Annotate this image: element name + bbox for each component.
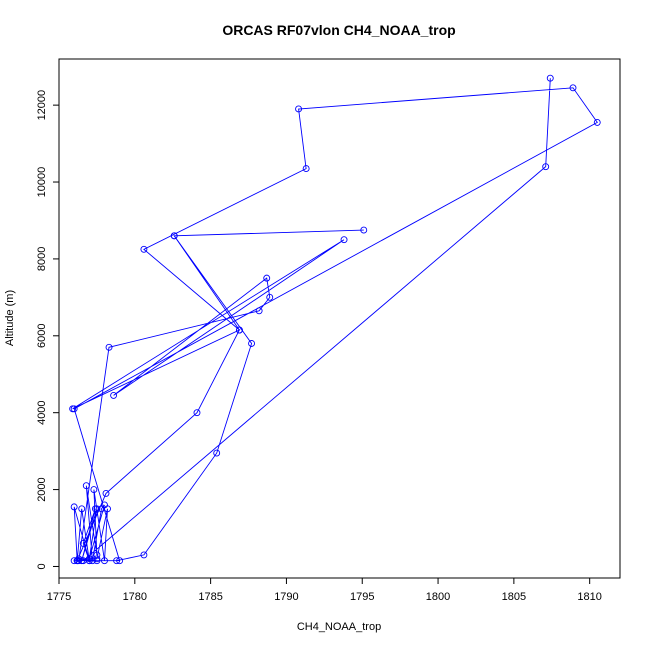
data-point bbox=[546, 74, 554, 82]
data-point bbox=[113, 557, 121, 565]
data-point bbox=[340, 236, 348, 244]
data-point bbox=[104, 505, 111, 513]
data-point bbox=[105, 343, 113, 351]
data-point bbox=[266, 293, 274, 301]
data-point bbox=[213, 449, 221, 457]
data-point bbox=[93, 505, 101, 513]
series-path bbox=[72, 78, 598, 562]
y-tick-label: 12000 bbox=[36, 90, 48, 121]
y-tick-label: 6000 bbox=[36, 324, 48, 348]
y-axis-label: Altitude (m) bbox=[4, 290, 16, 346]
data-point bbox=[170, 232, 178, 240]
x-tick-label: 1795 bbox=[350, 591, 374, 603]
data-point bbox=[360, 226, 368, 234]
data-point bbox=[235, 326, 243, 334]
x-tick-label: 1805 bbox=[502, 591, 526, 603]
data-point bbox=[70, 557, 78, 565]
data-point bbox=[70, 503, 78, 511]
y-tick-label: 2000 bbox=[36, 477, 48, 501]
chart-title: ORCAS RF07vlon CH4_NOAA_trop bbox=[222, 22, 455, 38]
data-point bbox=[90, 486, 98, 494]
data-point bbox=[75, 557, 83, 565]
data-point bbox=[569, 84, 577, 92]
data-point bbox=[248, 340, 256, 347]
y-tick-label: 10000 bbox=[36, 167, 48, 198]
data-point bbox=[593, 118, 601, 126]
y-axis: 0 2000 4000 6000 8000 10000 12000 bbox=[36, 90, 59, 570]
data-point bbox=[295, 105, 303, 113]
y-tick-label: 4000 bbox=[36, 400, 48, 424]
data-point bbox=[140, 551, 148, 559]
data-point bbox=[116, 557, 124, 565]
x-axis: 1775 1780 1785 1790 1795 1800 1805 1810 bbox=[47, 578, 602, 603]
data-point bbox=[101, 557, 108, 565]
data-point bbox=[140, 245, 148, 253]
data-point bbox=[69, 405, 77, 413]
data-point bbox=[93, 551, 101, 559]
x-tick-label: 1810 bbox=[577, 591, 601, 603]
y-tick-label: 8000 bbox=[36, 247, 48, 271]
series-line bbox=[72, 78, 598, 562]
x-tick-label: 1785 bbox=[198, 591, 222, 603]
data-point bbox=[542, 163, 550, 171]
data-point bbox=[88, 557, 96, 565]
data-point bbox=[79, 539, 87, 547]
x-axis-label: CH4_NOAA_trop bbox=[297, 621, 381, 633]
data-points bbox=[69, 74, 601, 565]
data-point bbox=[102, 489, 110, 497]
data-point bbox=[263, 274, 271, 282]
data-point bbox=[82, 482, 90, 490]
data-point bbox=[193, 409, 201, 417]
data-point bbox=[78, 505, 86, 513]
plot-frame bbox=[58, 58, 621, 579]
x-tick-label: 1800 bbox=[426, 591, 450, 603]
data-point bbox=[255, 307, 263, 315]
y-tick-label: 0 bbox=[36, 563, 48, 569]
data-point bbox=[302, 165, 310, 173]
data-point bbox=[93, 555, 101, 563]
data-point bbox=[79, 557, 87, 565]
data-point bbox=[110, 391, 118, 399]
x-tick-label: 1775 bbox=[47, 591, 71, 603]
x-tick-label: 1790 bbox=[274, 591, 298, 603]
x-tick-label: 1780 bbox=[123, 591, 147, 603]
